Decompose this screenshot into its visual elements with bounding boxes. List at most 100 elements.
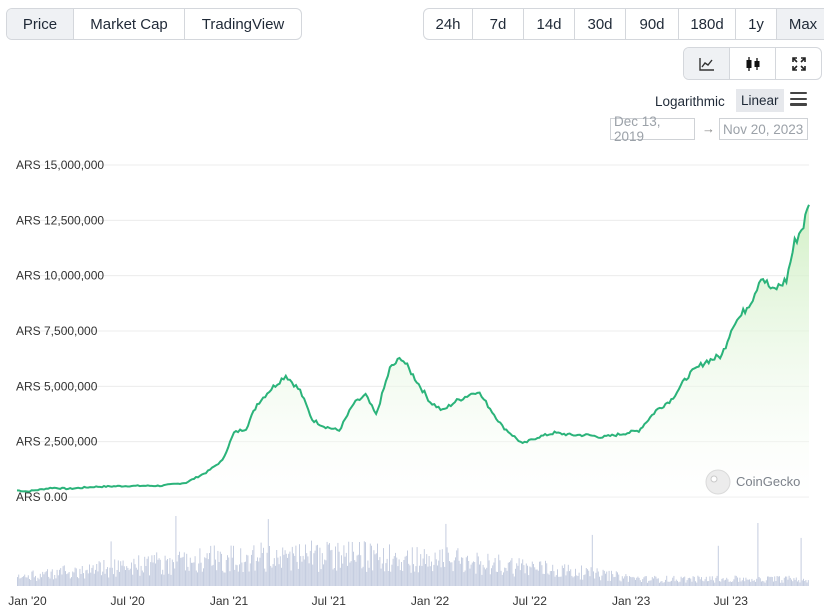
volume-bar: [749, 579, 750, 586]
volume-bar: [59, 569, 60, 586]
volume-bar: [170, 574, 172, 586]
volume-bar: [90, 572, 92, 586]
volume-bar: [402, 570, 404, 586]
volume-bar: [230, 545, 232, 586]
range-7d[interactable]: 7d: [473, 9, 524, 39]
volume-bar: [528, 575, 530, 586]
tab-price[interactable]: Price: [7, 9, 74, 39]
volume-bar: [108, 577, 110, 586]
volume-bar: [105, 569, 107, 586]
range-30d[interactable]: 30d: [575, 9, 626, 39]
volume-bar: [612, 574, 614, 586]
volume-bar: [623, 578, 624, 586]
volume-bar: [398, 559, 400, 586]
volume-bar: [290, 570, 292, 586]
volume-bar: [649, 580, 651, 586]
line-chart-button[interactable]: [684, 48, 730, 79]
volume-bar: [590, 567, 592, 586]
volume-bar: [404, 556, 406, 586]
volume-bar: [284, 550, 286, 586]
volume-bar: [692, 576, 694, 586]
candlestick-button[interactable]: [730, 48, 776, 79]
volume-bar: [85, 570, 87, 586]
volume-bar: [624, 576, 626, 586]
volume-bar: [587, 569, 588, 586]
volume-bar: [107, 567, 108, 586]
tab-tradingview[interactable]: TradingView: [201, 15, 285, 33]
volume-bar: [56, 569, 58, 586]
volume-bar: [47, 569, 48, 586]
volume-bar: [326, 541, 328, 586]
volume-bar: [91, 567, 93, 586]
volume-bar: [617, 572, 618, 586]
volume-bar: [573, 576, 575, 586]
range-1y[interactable]: 1y: [736, 9, 777, 39]
volume-bar: [533, 564, 534, 586]
volume-bar: [137, 569, 138, 586]
volume-bar: [37, 577, 39, 586]
volume-bar: [613, 577, 615, 586]
range-180d[interactable]: 180d: [679, 9, 736, 39]
volume-bar: [330, 550, 332, 586]
volume-bar: [486, 567, 488, 586]
line-chart-icon: [698, 57, 714, 71]
volume-bar: [341, 555, 342, 586]
volume-bar: [110, 541, 112, 586]
volume-bar: [383, 548, 384, 586]
volume-bar: [216, 570, 218, 586]
volume-bar: [71, 577, 72, 586]
volume-bar: [369, 543, 371, 586]
logarithmic-scale-toggle[interactable]: Logarithmic: [655, 94, 725, 109]
range-90d[interactable]: 90d: [626, 9, 679, 39]
linear-scale-toggle[interactable]: Linear: [736, 89, 784, 112]
range-14d[interactable]: 14d: [524, 9, 575, 39]
volume-bar: [31, 571, 33, 586]
range-max[interactable]: Max: [777, 9, 824, 39]
x-tick-label: Jul '23: [714, 594, 749, 608]
volume-bar: [607, 580, 609, 586]
volume-bar: [541, 565, 543, 586]
volume-bar: [554, 576, 556, 586]
hamburger-menu-icon[interactable]: [790, 92, 807, 106]
volume-bar: [468, 561, 470, 586]
volume-bar: [36, 580, 38, 586]
range-24h[interactable]: 24h: [424, 9, 473, 39]
date-to-input[interactable]: Nov 20, 2023: [719, 118, 808, 140]
volume-bar: [373, 550, 375, 586]
volume-bar: [19, 578, 21, 586]
volume-bar: [512, 573, 514, 586]
volume-bar: [139, 575, 141, 586]
volume-bar: [26, 577, 28, 586]
x-tick-label: Jan '20: [8, 594, 47, 608]
volume-bar: [227, 555, 228, 586]
volume-bar: [559, 576, 561, 586]
volume-bar: [86, 569, 88, 586]
volume-bar: [49, 578, 51, 586]
volume-bar: [582, 579, 584, 586]
volume-bar: [159, 559, 161, 586]
volume-bar: [614, 576, 616, 586]
volume-bar: [707, 581, 708, 586]
volume-bar: [375, 553, 377, 586]
volume-bar: [143, 572, 144, 586]
volume-bar: [201, 571, 203, 586]
volume-bar: [444, 566, 446, 586]
volume-bar: [300, 556, 302, 586]
volume-bar: [537, 570, 539, 586]
volume-bar: [795, 577, 797, 586]
volume-bar: [318, 571, 320, 586]
volume-bar: [690, 578, 692, 586]
volume-bar: [380, 568, 382, 586]
volume-bar: [481, 574, 483, 586]
fullscreen-button[interactable]: [776, 48, 821, 79]
volume-bar: [281, 567, 282, 586]
volume-bar: [516, 563, 518, 586]
volume-bar: [469, 568, 471, 586]
volume-bar: [505, 568, 507, 586]
volume-bar: [41, 577, 42, 586]
volume-bar: [422, 558, 424, 586]
volume-bar: [696, 582, 698, 586]
volume-bar: [126, 566, 128, 586]
tab-market-cap[interactable]: Market Cap: [74, 9, 185, 39]
volume-bar: [459, 563, 461, 586]
